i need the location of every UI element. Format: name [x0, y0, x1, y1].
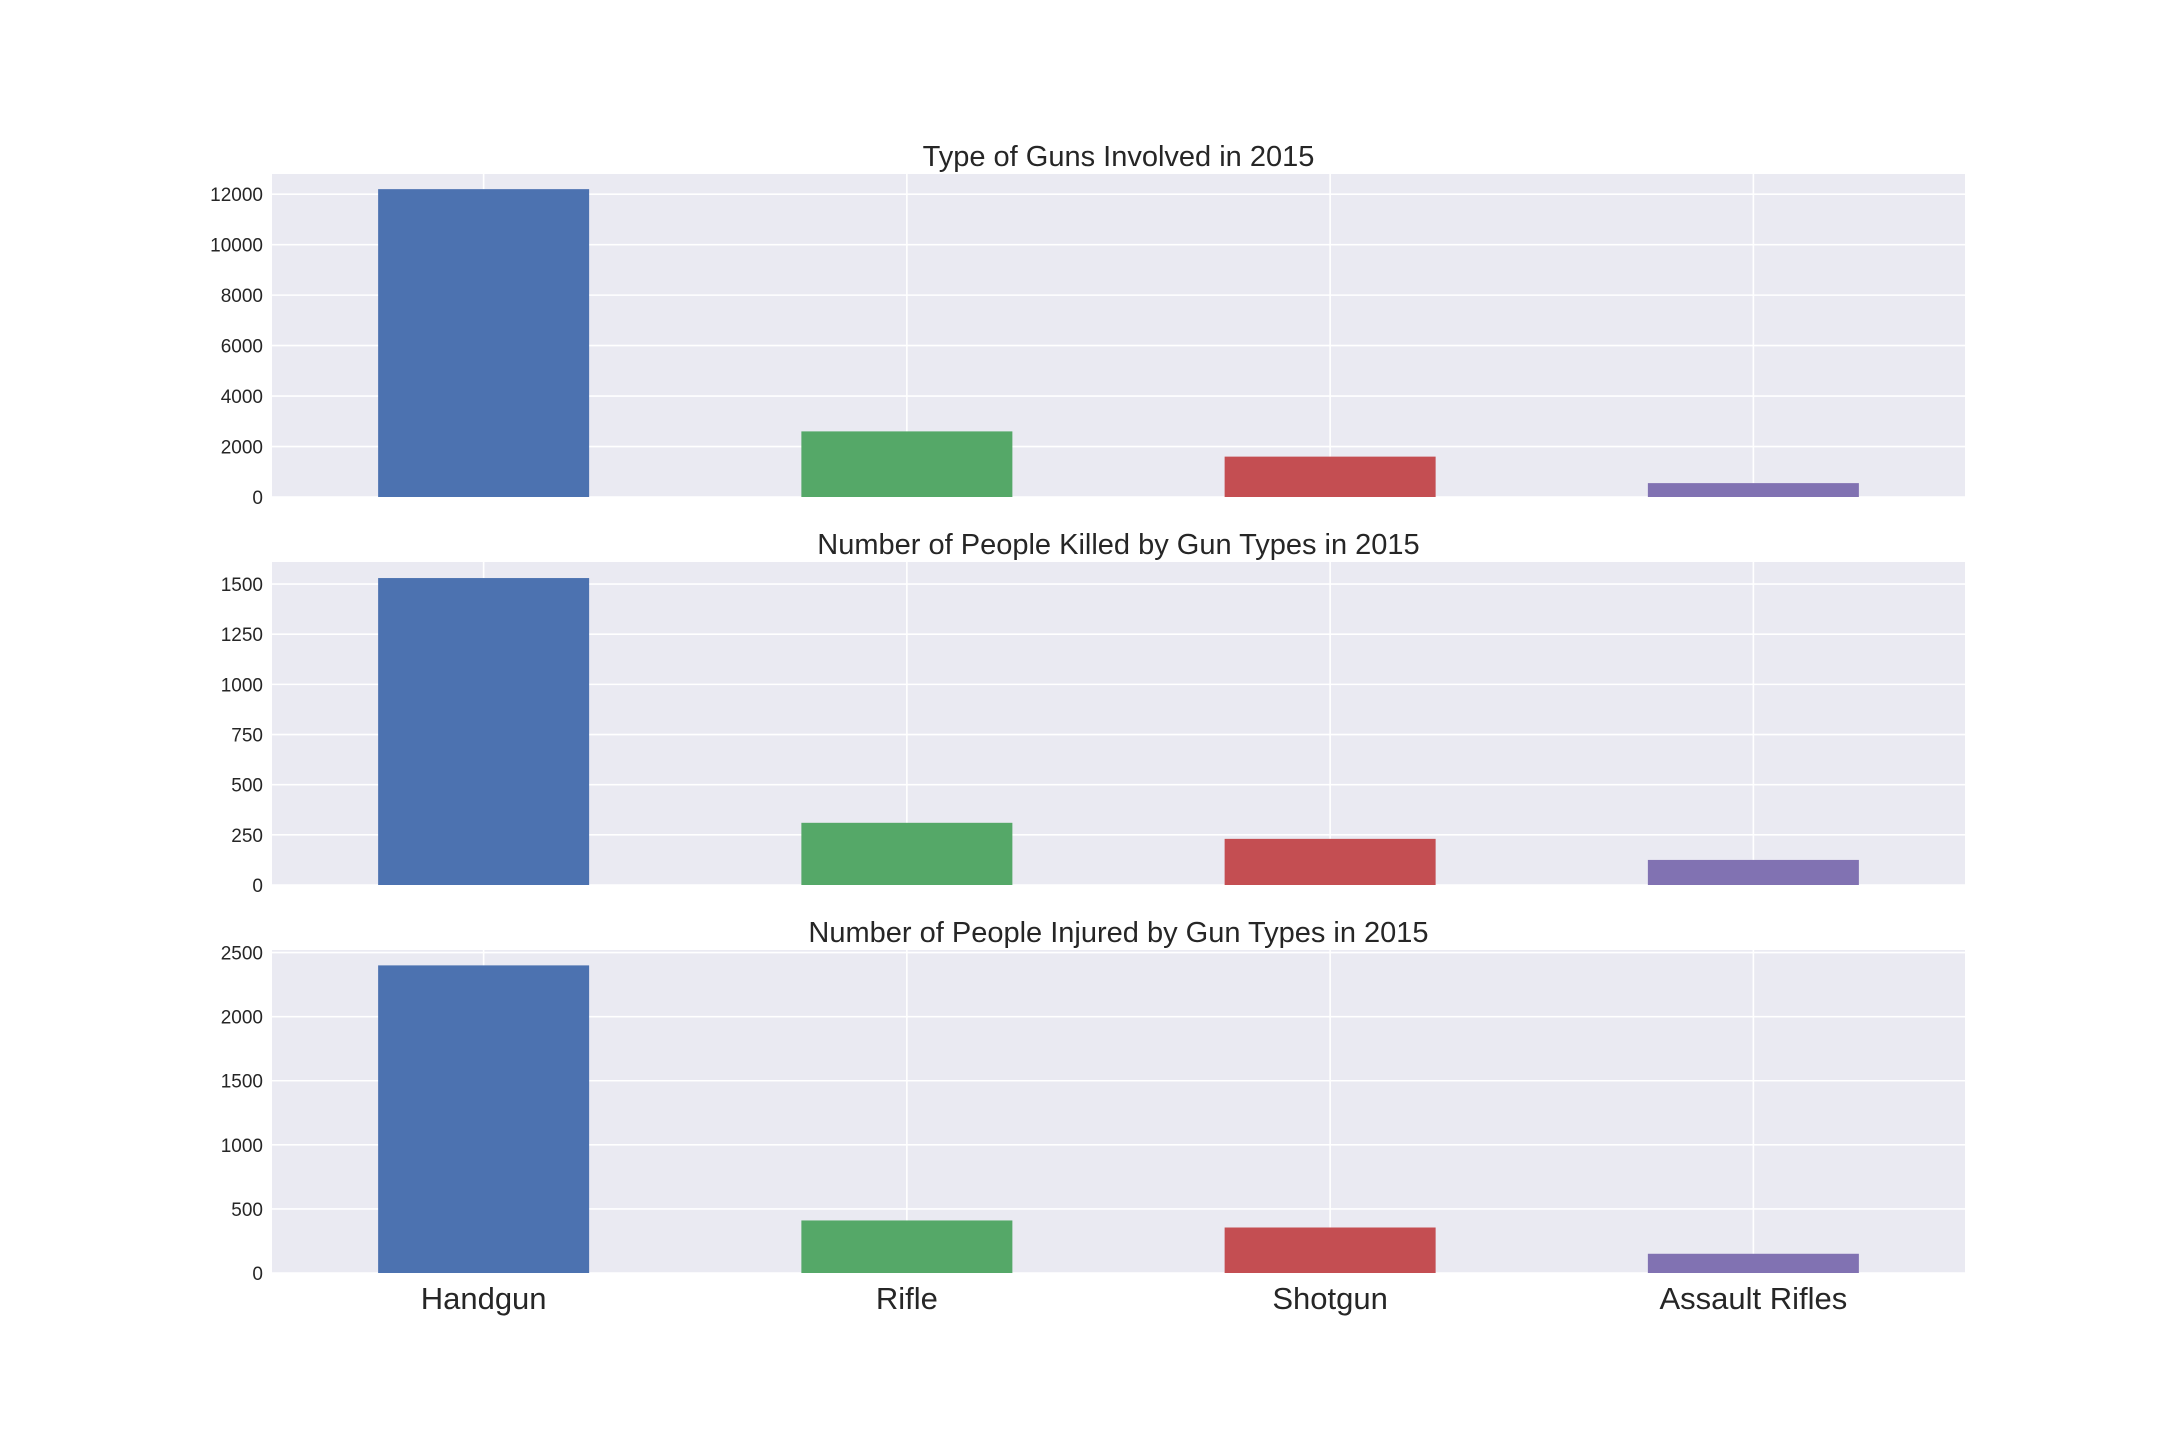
x-tick-label: Shotgun — [1272, 1281, 1388, 1316]
y-tick-label: 12000 — [210, 185, 263, 206]
y-tick-label: 2500 — [221, 944, 263, 965]
y-tick-label: 1500 — [221, 1072, 263, 1093]
y-tick-label: 750 — [231, 726, 263, 747]
bar-handgun — [378, 189, 590, 497]
bar-handgun — [378, 965, 590, 1273]
y-tick-label: 0 — [252, 1264, 263, 1285]
bar-assault-rifles — [1647, 859, 1859, 885]
chart-panel-3: 0 500 1000 1500 2000 2500 Number of People Inj… — [221, 917, 1965, 1316]
chart-panel-1: 0 2000 4000 6000 8000 10000 12000 Type of Guns … — [210, 141, 1965, 509]
y-tick-label: 0 — [252, 876, 263, 897]
y-tick-label: 0 — [252, 488, 263, 509]
y-tick-label: 500 — [231, 776, 263, 797]
bar-shotgun — [1224, 838, 1436, 885]
bar-assault-rifles — [1647, 1253, 1859, 1273]
bar-handgun — [378, 578, 590, 885]
y-tick-label: 500 — [231, 1200, 263, 1221]
y-tick-label: 250 — [231, 826, 263, 847]
y-tick-label: 4000 — [221, 387, 263, 408]
bar-rifle — [801, 822, 1013, 885]
chart-title: Type of Guns Involved in 2015 — [923, 141, 1315, 173]
x-tick-label: Rifle — [876, 1281, 938, 1316]
bar-shotgun — [1224, 1227, 1436, 1273]
bar-rifle — [801, 431, 1013, 497]
y-tick-label: 2000 — [221, 438, 263, 459]
chart-panel-2: 0 250 500 750 1000 1250 1500 Number of People K… — [221, 529, 1965, 897]
x-tick-label: Assault Rifles — [1659, 1281, 1847, 1316]
y-tick-label: 1250 — [221, 625, 263, 646]
chart-title: Number of People Injured by Gun Types in… — [808, 917, 1428, 949]
chart-title: Number of People Killed by Gun Types in … — [817, 529, 1419, 561]
x-tick-label: Handgun — [421, 1281, 547, 1316]
bar-shotgun — [1224, 456, 1436, 497]
y-tick-label: 6000 — [221, 337, 263, 358]
bar-assault-rifles — [1647, 483, 1859, 497]
y-tick-label: 1000 — [221, 1136, 263, 1157]
y-tick-label: 1000 — [221, 675, 263, 696]
y-tick-label: 1500 — [221, 575, 263, 596]
y-tick-label: 10000 — [210, 236, 263, 257]
bar-rifle — [801, 1220, 1013, 1273]
y-tick-label: 2000 — [221, 1008, 263, 1029]
y-tick-label: 8000 — [221, 286, 263, 307]
